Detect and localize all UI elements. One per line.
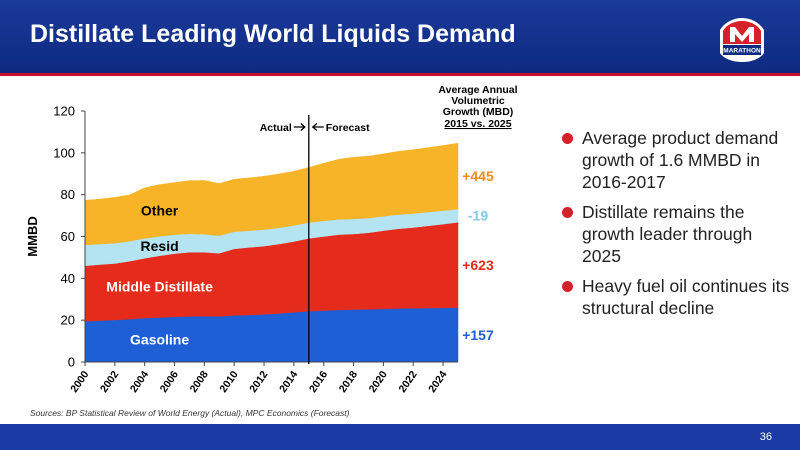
x-tick-label: 2000 bbox=[68, 369, 91, 395]
bullet-list: Average product demand growth of 1.6 MMB… bbox=[560, 127, 790, 327]
x-tick-label: 2018 bbox=[337, 369, 360, 395]
header-bar bbox=[0, 0, 800, 73]
x-tick-label: 2004 bbox=[128, 369, 151, 395]
x-tick-label: 2020 bbox=[367, 369, 390, 395]
bullet-item: Heavy fuel oil continues its structural … bbox=[560, 275, 790, 319]
series-label: Gasoline bbox=[130, 332, 189, 348]
bullet-dot-icon bbox=[562, 207, 573, 218]
x-tick-label: 2016 bbox=[307, 369, 330, 395]
series-label: Resid bbox=[141, 238, 179, 254]
y-tick-label: 20 bbox=[61, 313, 75, 328]
source-note: Sources: BP Statistical Review of World … bbox=[30, 408, 350, 418]
actual-label: Actual bbox=[260, 122, 292, 134]
growth-value: +623 bbox=[462, 257, 494, 273]
growth-value: +157 bbox=[462, 327, 494, 343]
x-tick-label: 2006 bbox=[158, 369, 181, 395]
growth-header-line: 2015 vs. 2025 bbox=[444, 118, 511, 130]
marathon-logo: MARATHON bbox=[720, 18, 764, 62]
forecast-label: Forecast bbox=[326, 122, 370, 134]
series-label: Other bbox=[141, 202, 179, 218]
header-accent-line bbox=[0, 73, 800, 76]
y-tick-label: 120 bbox=[53, 104, 75, 119]
area-other bbox=[84, 142, 459, 246]
bullet-item: Average product demand growth of 1.6 MMB… bbox=[560, 127, 790, 193]
y-tick-label: 80 bbox=[61, 187, 75, 202]
bullet-dot-icon bbox=[562, 133, 573, 144]
growth-value: -19 bbox=[468, 208, 488, 224]
bullet-item: Distillate remains the growth leader thr… bbox=[560, 201, 790, 267]
x-tick-label: 2002 bbox=[98, 369, 121, 395]
y-tick-label: 60 bbox=[61, 229, 75, 244]
growth-value: +445 bbox=[462, 168, 494, 184]
y-axis-label: MMBD bbox=[25, 216, 40, 256]
series-label: Middle Distillate bbox=[106, 279, 213, 295]
x-tick-label: 2022 bbox=[396, 369, 419, 395]
arrow-left-icon bbox=[293, 123, 306, 131]
x-tick-label: 2012 bbox=[247, 369, 270, 395]
y-tick-label: 40 bbox=[61, 271, 75, 286]
page-number: 36 bbox=[759, 431, 772, 443]
page-title: Distillate Leading World Liquids Demand bbox=[30, 20, 516, 48]
footer-bar: 36 bbox=[0, 424, 800, 450]
growth-header-line: Average Annual bbox=[438, 84, 517, 96]
y-tick-label: 0 bbox=[68, 355, 75, 370]
y-tick-label: 100 bbox=[53, 145, 75, 160]
x-tick-label: 2024 bbox=[426, 369, 449, 395]
growth-header-line: Volumetric bbox=[451, 95, 505, 107]
x-tick-label: 2010 bbox=[217, 369, 240, 395]
svg-text:MARATHON: MARATHON bbox=[723, 48, 761, 55]
stacked-area-chart: 0 20 40 60 80 100 120 2000 2002 2004 2006 2008 2010 2… bbox=[25, 84, 518, 395]
x-tick-label: 2014 bbox=[277, 369, 300, 395]
arrow-right-icon bbox=[311, 123, 324, 131]
x-tick-label: 2008 bbox=[188, 369, 211, 395]
bullet-dot-icon bbox=[562, 281, 573, 292]
growth-header-line: Growth (MBD) bbox=[443, 106, 514, 118]
